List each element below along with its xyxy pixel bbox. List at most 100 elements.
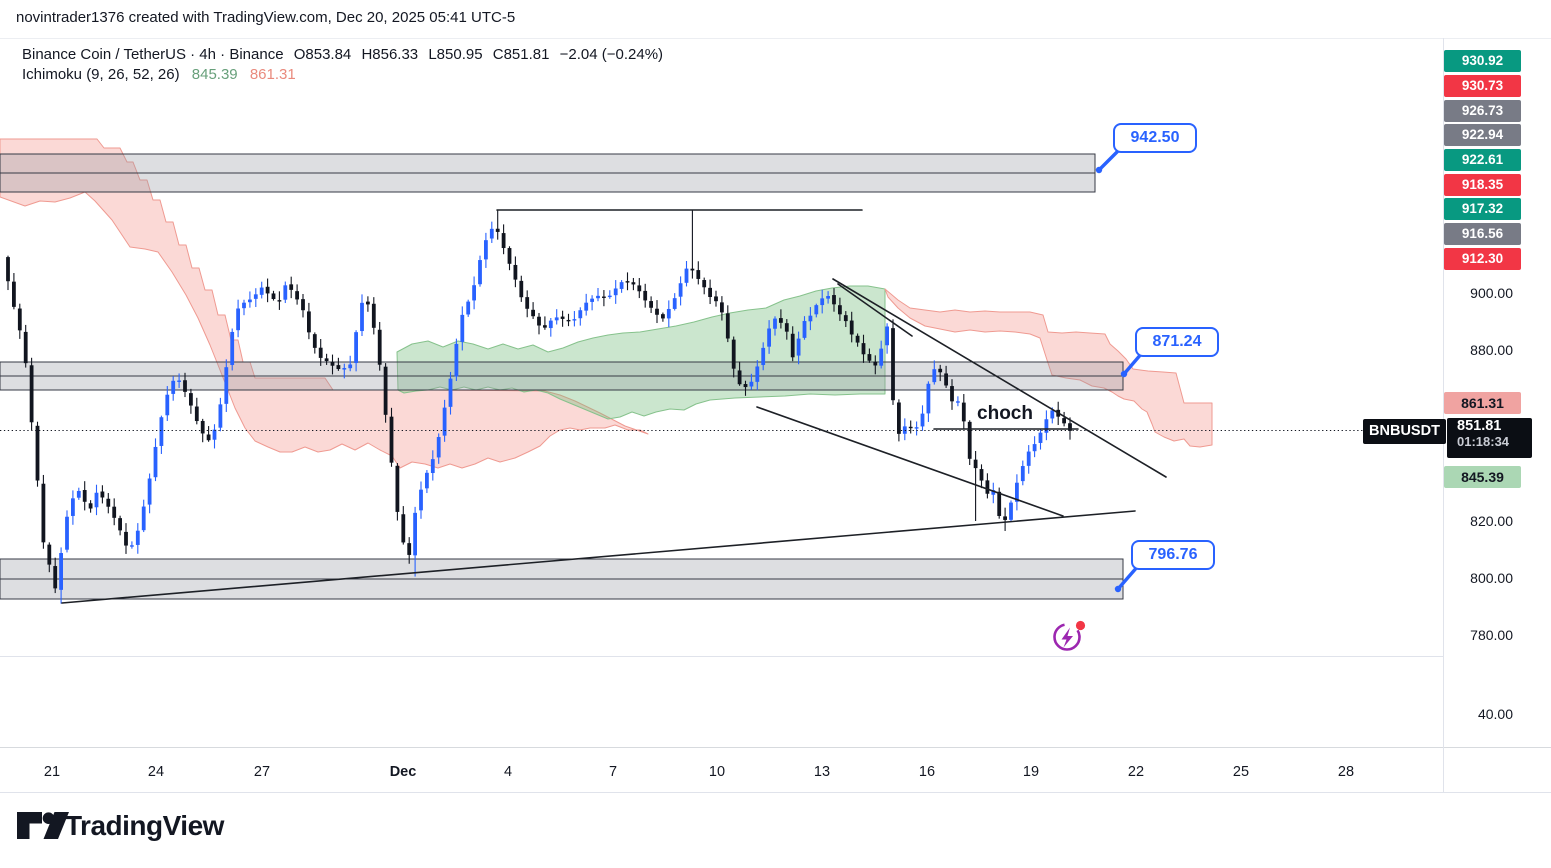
demand-zone[interactable] [0, 558, 1124, 580]
candle-down [637, 285, 642, 292]
candle-down [838, 305, 842, 315]
supply-zone[interactable] [0, 172, 1096, 193]
candle-down [843, 315, 848, 322]
price-axis-label[interactable]: 900.00 [1470, 285, 1513, 301]
price-scale-badge: 918.35 [1444, 174, 1521, 196]
callout-anchor-dot[interactable] [1120, 370, 1128, 378]
price-callout[interactable]: 942.50 [1113, 123, 1197, 153]
candle-up [342, 368, 347, 370]
candle-up [554, 317, 559, 321]
candle-down [855, 335, 860, 343]
candle-down [336, 365, 341, 370]
candle-up [71, 498, 75, 516]
candle-down [861, 343, 866, 355]
candle-up [242, 302, 246, 309]
candle-down [720, 302, 724, 313]
candle-up [755, 366, 760, 382]
candle-up [761, 347, 766, 365]
price-scale-badge: 930.92 [1444, 50, 1521, 72]
candle-down [301, 299, 305, 311]
time-axis-label[interactable]: 4 [503, 764, 513, 780]
time-axis-label[interactable]: 22 [1127, 764, 1145, 780]
time-axis-label[interactable]: 28 [1337, 764, 1355, 780]
callout-anchor-dot[interactable] [1114, 585, 1122, 593]
price-axis-label[interactable]: 40.00 [1477, 706, 1513, 722]
ascending-support-line[interactable] [61, 510, 1136, 604]
time-axis-label[interactable]: 24 [147, 764, 165, 780]
price-callout[interactable]: 796.76 [1131, 540, 1215, 570]
candle-up [879, 348, 884, 366]
candle-down [737, 370, 742, 385]
candle-down [318, 347, 323, 358]
indicator-name[interactable]: Ichimoku (9, 26, 52, 26) [22, 66, 180, 83]
candle-down [6, 257, 10, 282]
candle-down [973, 459, 978, 469]
price-axis-label[interactable]: 820.00 [1470, 513, 1513, 529]
candle-up [1026, 451, 1031, 466]
candle-up [236, 308, 240, 331]
candle-down [661, 314, 665, 319]
candle-down [1068, 423, 1072, 431]
lightning-bolt-icon[interactable] [1061, 627, 1074, 648]
candle-up [65, 516, 69, 550]
channel-upper-line[interactable] [832, 278, 1167, 478]
candle-down [961, 402, 966, 422]
candle-up [1032, 444, 1037, 452]
price-axis-label[interactable]: 780.00 [1470, 627, 1513, 643]
time-axis-label[interactable]: 27 [253, 764, 271, 780]
candle-up [1044, 419, 1049, 433]
demand-zone[interactable] [0, 578, 1124, 600]
mid-green-cloud-ichimoku [396, 285, 886, 420]
candle-up [360, 302, 364, 332]
time-axis-label[interactable]: 13 [813, 764, 831, 780]
candle-down [271, 293, 276, 300]
time-axis-label[interactable]: 10 [708, 764, 726, 780]
candle-down [112, 506, 117, 518]
time-axis-label[interactable]: 21 [43, 764, 61, 780]
time-axis-label[interactable]: 7 [608, 764, 618, 780]
candle-down [849, 320, 854, 335]
candle-down [189, 393, 193, 406]
candle-up [135, 530, 140, 545]
price-axis-label[interactable]: 880.00 [1470, 342, 1513, 358]
candle-down [702, 280, 707, 288]
candle-down [17, 308, 22, 331]
candle-down [389, 416, 394, 463]
candle-up [230, 331, 235, 365]
callout-anchor-dot[interactable] [1095, 166, 1103, 174]
candle-down [655, 308, 659, 315]
tradingview-logo-mark[interactable] [17, 812, 42, 839]
candle-down [1003, 516, 1007, 520]
time-axis-label[interactable]: 16 [918, 764, 936, 780]
candle-down [784, 323, 789, 332]
ichimoku-red-value: 861.31 [249, 66, 296, 83]
candle-down [29, 365, 34, 423]
channel-lower-line[interactable] [756, 406, 1064, 517]
flash-circle-icon[interactable] [1053, 623, 1081, 651]
candle-up [413, 512, 417, 556]
candle-up [1020, 466, 1025, 482]
candle-down [631, 282, 636, 285]
channel-inner-line[interactable] [837, 283, 913, 337]
time-axis-label[interactable]: Dec [389, 764, 417, 780]
ichimoku-green-value: 845.39 [191, 66, 238, 83]
tradingview-wordmark[interactable]: TradingView [65, 810, 224, 841]
mid-zone[interactable] [0, 361, 1124, 377]
candle-up [684, 268, 689, 283]
candle-down [531, 309, 535, 317]
candle-up [802, 320, 807, 338]
choch-annotation[interactable]: choch [977, 403, 1033, 424]
symbol-title[interactable]: Binance Coin / TetherUS · 4h · Binance [22, 46, 284, 63]
candle-down [47, 544, 52, 565]
candle-down [867, 354, 872, 361]
right-red-cloud-ichimoku [884, 288, 1213, 448]
supply-zone[interactable] [0, 153, 1096, 174]
candle-down [950, 386, 954, 402]
mid-zone[interactable] [0, 375, 1124, 391]
price-axis-label[interactable]: 800.00 [1470, 570, 1513, 586]
price-callout[interactable]: 871.24 [1135, 327, 1219, 357]
time-axis-label[interactable]: 25 [1232, 764, 1250, 780]
candle-up [259, 287, 264, 295]
candle-down [985, 480, 990, 494]
time-axis-label[interactable]: 19 [1022, 764, 1040, 780]
